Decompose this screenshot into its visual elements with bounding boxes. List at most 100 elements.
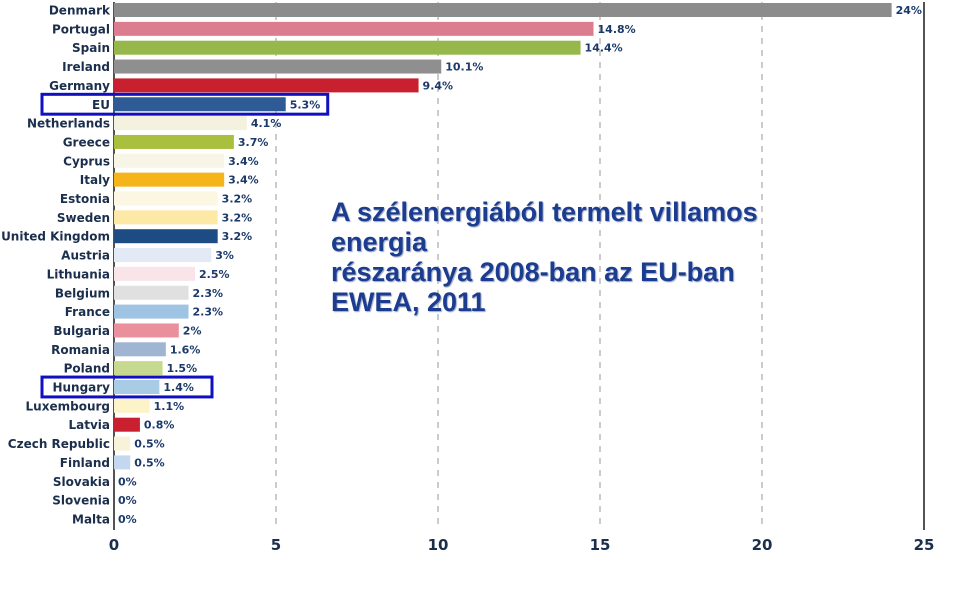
- bar-united-kingdom: [114, 229, 218, 244]
- category-label-finland: Finland: [60, 456, 110, 470]
- category-label-denmark: Denmark: [49, 4, 111, 18]
- value-label-austria: 3%: [215, 249, 234, 262]
- x-axis-ticks: 0 5 10 15 20 25: [109, 536, 935, 554]
- category-label-slovenia: Slovenia: [52, 494, 110, 508]
- value-label-germany: 9.4%: [423, 79, 454, 92]
- value-label-ireland: 10.1%: [445, 61, 483, 74]
- category-label-estonia: Estonia: [60, 192, 110, 206]
- category-label-slovakia: Slovakia: [53, 475, 110, 489]
- category-label-hungary: Hungary: [52, 381, 110, 395]
- value-label-eu: 5.3%: [290, 98, 321, 111]
- bar-romania: [114, 342, 166, 357]
- bar-austria: [114, 248, 212, 263]
- bar-germany: [114, 78, 419, 93]
- value-label-malta: 0%: [118, 513, 137, 526]
- category-label-spain: Spain: [72, 41, 110, 55]
- value-label-france: 2.3%: [193, 306, 224, 319]
- value-label-greece: 3.7%: [238, 136, 269, 149]
- x-tick-label-0: 0: [109, 536, 119, 554]
- category-labels: Denmark Portugal Spain Ireland Germany EU Neth…: [1, 4, 111, 527]
- category-label-lithuania: Lithuania: [47, 267, 110, 281]
- category-label-bulgaria: Bulgaria: [53, 324, 110, 338]
- x-tick-label-20: 20: [752, 536, 773, 554]
- value-label-italy: 3.4%: [228, 174, 259, 187]
- category-label-italy: Italy: [80, 173, 110, 187]
- value-label-belgium: 2.3%: [193, 287, 224, 300]
- value-label-romania: 1.6%: [170, 343, 201, 356]
- category-label-greece: Greece: [63, 135, 110, 149]
- value-label-cyprus: 3.4%: [228, 155, 259, 168]
- bar-czech-republic: [114, 436, 131, 451]
- value-label-bulgaria: 2%: [183, 324, 202, 337]
- bar-lithuania: [114, 266, 195, 281]
- bar-spain: [114, 40, 581, 55]
- value-label-portugal: 14.8%: [598, 23, 636, 36]
- bar-ireland: [114, 59, 442, 74]
- x-tick-label-15: 15: [590, 536, 611, 554]
- value-label-poland: 1.5%: [167, 362, 198, 375]
- value-label-denmark: 24%: [896, 4, 922, 17]
- category-label-latvia: Latvia: [68, 418, 110, 432]
- bar-finland: [114, 455, 131, 470]
- value-label-slovenia: 0%: [118, 494, 137, 507]
- category-label-malta: Malta: [72, 512, 110, 526]
- category-label-portugal: Portugal: [52, 22, 110, 36]
- value-label-latvia: 0.8%: [144, 419, 175, 432]
- bar-cyprus: [114, 153, 225, 168]
- bar-eu: [114, 97, 286, 112]
- category-label-austria: Austria: [61, 249, 110, 263]
- value-label-lithuania: 2.5%: [199, 268, 230, 281]
- category-label-united-kingdom: United Kingdom: [1, 230, 110, 244]
- x-tick-label-25: 25: [914, 536, 935, 554]
- value-label-estonia: 3.2%: [222, 193, 253, 206]
- overlay-title-line-2: energia: [331, 227, 428, 257]
- category-label-sweden: Sweden: [57, 211, 110, 225]
- bar-belgium: [114, 285, 189, 300]
- category-label-poland: Poland: [64, 362, 110, 376]
- highlight-boxes: [40, 92, 330, 399]
- bars: [114, 3, 892, 470]
- value-label-hungary: 1.4%: [163, 381, 194, 394]
- category-label-luxembourg: Luxembourg: [26, 399, 110, 413]
- overlay-title-line-3: részaránya 2008-ban az EU-ban: [331, 257, 735, 287]
- bar-italy: [114, 172, 225, 187]
- category-label-eu: EU: [92, 98, 110, 112]
- bar-france: [114, 304, 189, 319]
- category-label-netherlands: Netherlands: [27, 117, 110, 131]
- overlay-title-line-4: EWEA, 2011: [331, 287, 486, 317]
- x-tick-label-10: 10: [428, 536, 449, 554]
- bar-luxembourg: [114, 398, 150, 413]
- value-label-luxembourg: 1.1%: [154, 400, 185, 413]
- bar-estonia: [114, 191, 218, 206]
- bar-netherlands: [114, 116, 247, 131]
- value-labels: 24% 14.8% 14.4% 10.1% 9.4% 5.3% 4.1% 3.7% 3.4% 3.…: [118, 4, 922, 526]
- value-label-slovakia: 0%: [118, 475, 137, 488]
- value-label-netherlands: 4.1%: [251, 117, 282, 130]
- category-label-romania: Romania: [51, 343, 110, 357]
- bar-poland: [114, 361, 163, 376]
- category-label-germany: Germany: [49, 79, 110, 93]
- value-label-czech-republic: 0.5%: [134, 438, 165, 451]
- value-label-spain: 14.4%: [585, 42, 623, 55]
- category-label-france: France: [65, 305, 110, 319]
- overlay-title-line-1: A szélenergiából termelt villamos: [331, 197, 758, 227]
- bar-hungary: [114, 380, 160, 394]
- highlight-box-eu: [40, 92, 330, 116]
- bar-bulgaria: [114, 323, 179, 338]
- category-label-belgium: Belgium: [55, 286, 110, 300]
- category-label-cyprus: Cyprus: [63, 154, 110, 168]
- overlay-title: A szélenergiából termelt villamos energi…: [331, 197, 891, 317]
- value-label-finland: 0.5%: [134, 456, 165, 469]
- category-label-czech-republic: Czech Republic: [8, 437, 110, 451]
- highlight-box-hungary: [40, 375, 214, 399]
- bar-portugal: [114, 21, 594, 36]
- value-label-united-kingdom: 3.2%: [222, 230, 253, 243]
- bar-latvia: [114, 417, 140, 432]
- category-label-ireland: Ireland: [62, 60, 110, 74]
- bar-denmark: [114, 3, 892, 17]
- bar-greece: [114, 134, 234, 149]
- value-label-sweden: 3.2%: [222, 211, 253, 224]
- x-tick-label-5: 5: [271, 536, 281, 554]
